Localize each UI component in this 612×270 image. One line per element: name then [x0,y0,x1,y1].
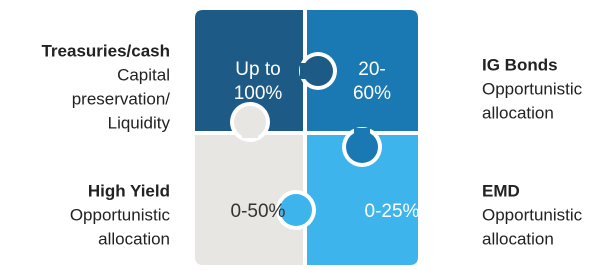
allocation: 0-50% [231,201,286,222]
knob [346,131,378,163]
description: Opportunistic [482,205,583,224]
puzzle [195,10,418,265]
piece-name: IG Bonds [482,55,558,74]
description: allocation [482,103,554,122]
description: Opportunistic [70,205,171,224]
description: allocation [482,229,554,248]
description: Capital [117,65,170,84]
allocation: Up to [235,59,280,80]
knob [234,106,266,138]
knob [303,56,333,86]
description: allocation [98,229,170,248]
allocation: 100% [234,83,283,104]
diagram: Up to 100% 20- 60% 0-50% 0-25% Treasurie… [0,0,612,270]
allocation: 60% [353,83,391,104]
allocation: 20- [358,59,385,80]
piece-name: High Yield [88,181,170,200]
page: Up to 100% 20- 60% 0-50% 0-25% Treasurie… [0,0,612,270]
description: Liquidity [108,113,171,132]
piece-name: Treasuries/cash [41,41,170,60]
piece-name: EMD [482,181,520,200]
allocation: 0-25% [365,201,420,222]
description: preservation/ [72,89,171,108]
description: Opportunistic [482,79,583,98]
